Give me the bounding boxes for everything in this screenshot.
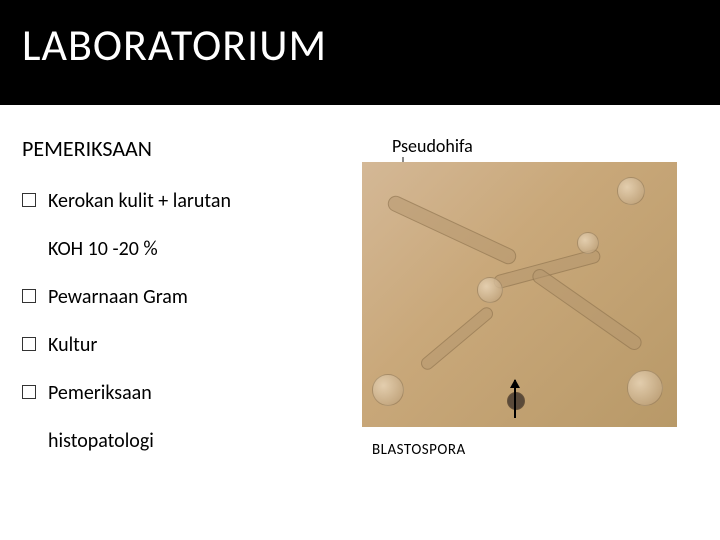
pseudohypha-shape	[418, 305, 495, 373]
cell-shape	[372, 374, 404, 406]
list-item: Kultur	[22, 332, 362, 358]
left-column: PEMERIKSAAN Kerokan kulit + larutan KOH …	[22, 135, 362, 476]
cell-shape	[617, 177, 645, 205]
item-continuation: KOH 10 -20 %	[22, 236, 362, 262]
title-bar: LABORATORIUM	[0, 0, 720, 105]
pseudohypha-shape	[385, 193, 519, 267]
figure-label-top: Pseudohifa	[392, 135, 692, 157]
exam-list: Kerokan kulit + larutan KOH 10 -20 % Pew…	[22, 188, 362, 454]
right-column: Pseudohifa BLASTOSPORA	[362, 135, 692, 476]
content-area: PEMERIKSAAN Kerokan kulit + larutan KOH …	[0, 105, 720, 476]
list-item: Pewarnaan Gram	[22, 284, 362, 310]
cell-shape	[577, 232, 599, 254]
item-label: Pewarnaan Gram	[48, 285, 188, 309]
item-label: Kultur	[48, 333, 97, 357]
checkbox-icon	[22, 385, 36, 399]
item-label: Pemeriksaan	[48, 381, 152, 405]
microscopy-figure	[362, 162, 677, 427]
list-item: Kerokan kulit + larutan	[22, 188, 362, 214]
pseudohypha-shape	[529, 266, 644, 353]
list-item: Pemeriksaan	[22, 380, 362, 406]
checkbox-icon	[22, 337, 36, 351]
item-continuation: histopatologi	[22, 428, 362, 454]
blastospore-shape	[507, 392, 525, 410]
checkbox-icon	[22, 193, 36, 207]
page-title: LABORATORIUM	[22, 18, 698, 72]
figure-label-bottom: BLASTOSPORA	[372, 441, 692, 459]
checkbox-icon	[22, 289, 36, 303]
cell-shape	[627, 370, 663, 406]
cell-shape	[477, 277, 503, 303]
arrow-up-icon	[514, 380, 516, 418]
subtitle: PEMERIKSAAN	[22, 135, 362, 162]
item-label: Kerokan kulit + larutan	[48, 189, 231, 213]
